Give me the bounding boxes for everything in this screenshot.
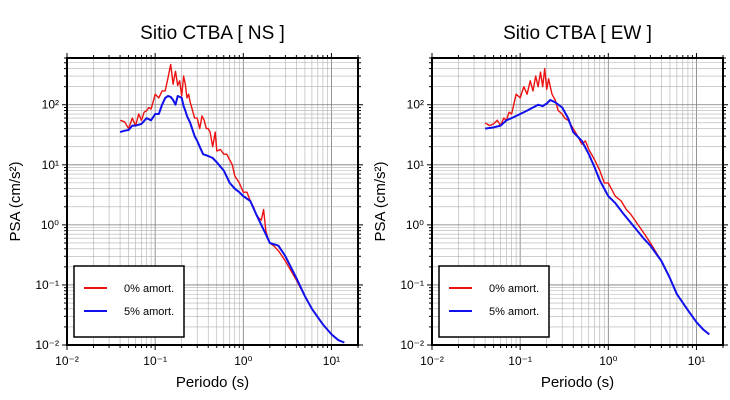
y-tick-label: 10¹	[42, 158, 59, 172]
x-axis-label: Periodo (s)	[176, 374, 249, 391]
y-tick-label: 10⁻¹	[400, 278, 424, 292]
x-tick-label: 10¹	[323, 354, 340, 368]
x-tick-label: 10⁻¹	[143, 354, 167, 368]
chart-panel-2: 10⁻² 10⁻¹ 10⁰ 10¹ 10⁻² 10⁻¹ 10⁰ 10¹ 10² Sitio CTB…	[372, 23, 728, 391]
series-line-2	[484, 99, 710, 336]
legend-label-2: 5% amort.	[124, 306, 174, 318]
legend-box	[73, 265, 185, 338]
x-axis-label: Periodo (s)	[541, 374, 614, 391]
legend-box	[438, 265, 550, 338]
grid	[432, 58, 723, 345]
legend-label-1: 0% amort.	[124, 283, 174, 295]
plot-frame	[66, 57, 359, 346]
legend: 0% amort. 5% amort.	[73, 265, 185, 338]
chart-title: Sitio CTBA [ NS ]	[140, 23, 285, 44]
y-axis-label: PSA (cm/s²)	[7, 161, 24, 241]
series-line-2	[119, 95, 345, 344]
legend: 0% amort. 5% amort.	[438, 265, 550, 338]
y-tick-label: 10¹	[407, 158, 424, 172]
legend-label-1: 0% amort.	[489, 283, 539, 295]
legend-label-2: 5% amort.	[489, 306, 539, 318]
y-tick-label: 10⁰	[406, 218, 424, 232]
y-tick-label: 10⁻²	[35, 338, 59, 352]
grid	[67, 58, 358, 345]
chart-panel-1: 10⁻² 10⁻¹ 10⁰ 10¹ 10⁻² 10⁻¹ 10⁰ 10¹ 10² Sitio CTB…	[7, 23, 363, 391]
chart-title: Sitio CTBA [ EW ]	[503, 23, 652, 44]
y-tick-label: 10⁰	[41, 218, 59, 232]
series-line-1	[484, 67, 710, 335]
y-tick-label: 10²	[42, 98, 59, 112]
x-tick-label: 10¹	[688, 354, 705, 368]
x-tick-label: 10⁰	[234, 354, 252, 368]
x-tick-label: 10⁰	[599, 354, 617, 368]
x-tick-label: 10⁻²	[55, 354, 79, 368]
x-tick-label: 10⁻²	[420, 354, 444, 368]
y-tick-label: 10²	[407, 98, 424, 112]
y-tick-label: 10⁻¹	[35, 278, 59, 292]
plot-frame	[431, 57, 724, 346]
x-tick-label: 10⁻¹	[508, 354, 532, 368]
y-tick-label: 10⁻²	[400, 338, 424, 352]
y-axis-label: PSA (cm/s²)	[372, 161, 389, 241]
